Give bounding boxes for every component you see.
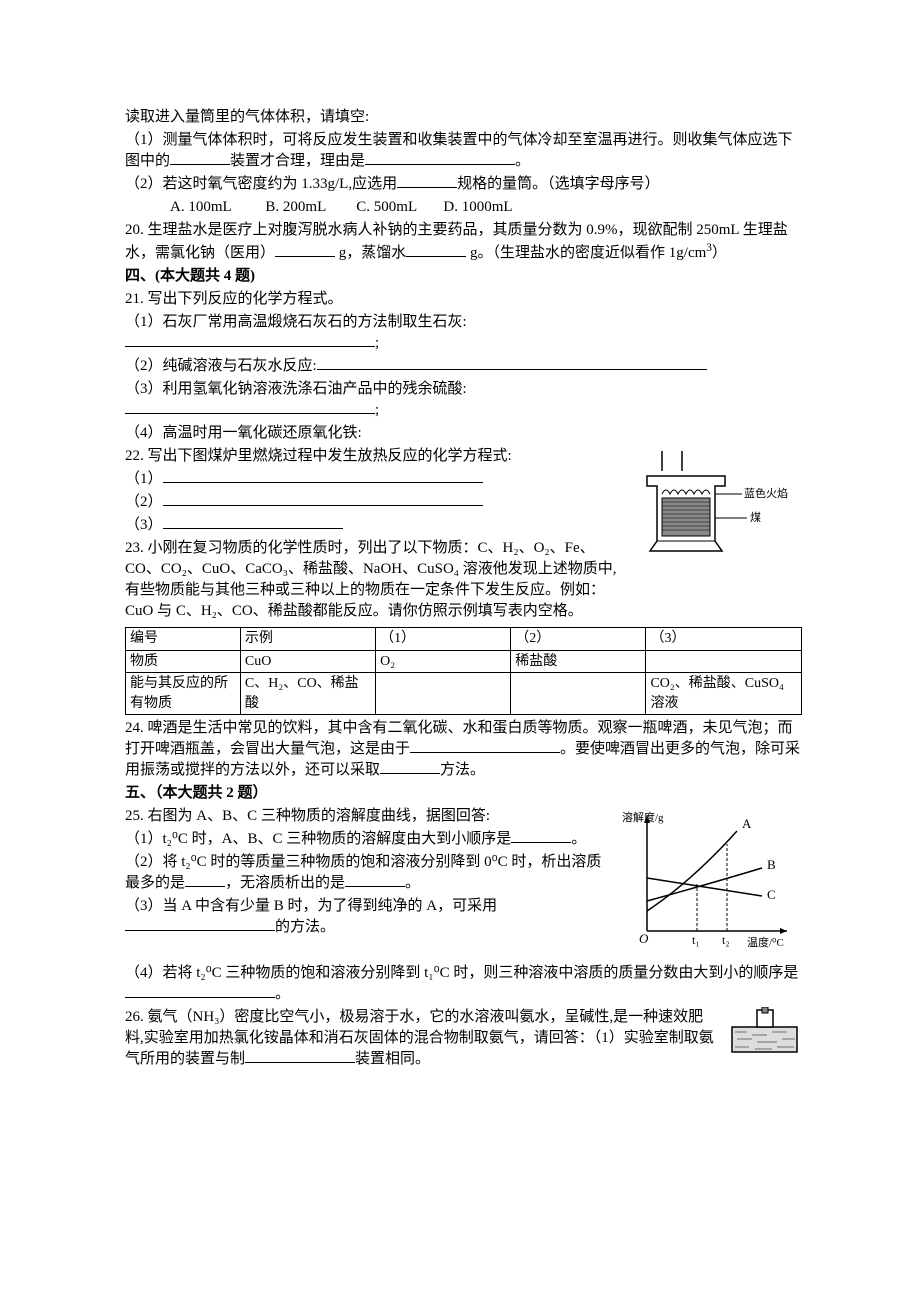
- cell: （3）: [646, 628, 802, 651]
- blank[interactable]: [345, 886, 405, 887]
- opt-d: D. 1000mL: [443, 199, 512, 215]
- blank[interactable]: [163, 505, 483, 506]
- ylabel: 溶解度/g: [622, 810, 664, 824]
- q21-sub3: （3）利用氢氧化钠溶液洗涤石油产品中的残余硫酸: ;: [125, 379, 802, 421]
- opt-b: B. 200mL: [265, 199, 326, 215]
- cell: 物质: [126, 650, 241, 673]
- text: （1）石灰厂常用高温煅烧石灰石的方法制取生石灰:: [125, 314, 467, 330]
- blank[interactable]: [125, 930, 275, 931]
- cell: CuO: [240, 650, 375, 673]
- q21-sub1: （1）石灰厂常用高温煅烧石灰石的方法制取生石灰: ;: [125, 312, 802, 354]
- text: ，无溶质析出的是: [225, 875, 345, 891]
- cell: CO₂、稀盐酸、CuSO₄ 溶液: [646, 673, 802, 715]
- text: 。: [515, 153, 530, 169]
- q20: 20. 生理盐水是医疗上对腹泻脱水病人补钠的主要药品，其质量分数为 0.9%，现…: [125, 220, 802, 264]
- stove-label2: 煤: [750, 511, 761, 524]
- origin: O: [639, 931, 649, 946]
- options: A. 100mL B. 200mL C. 500mL D. 1000mL: [125, 197, 802, 218]
- q21-sub2: （2）纯碱溶液与石灰水反应:: [125, 356, 802, 377]
- blank[interactable]: [380, 773, 440, 774]
- q21-intro: 21. 写出下列反应的化学方程式。: [125, 289, 802, 310]
- cell: 示例: [240, 628, 375, 651]
- text: （2）若这时氧气密度约为 1.33g/L,应选用: [125, 176, 397, 192]
- blank[interactable]: [125, 346, 375, 347]
- q21-sub4: （4）高温时用一氧化碳还原氧化铁:: [125, 423, 802, 444]
- cell: （2）: [511, 628, 646, 651]
- blank[interactable]: [397, 187, 457, 188]
- blank[interactable]: [125, 413, 375, 414]
- text: 。: [275, 986, 290, 1002]
- blank[interactable]: [365, 164, 515, 165]
- blank[interactable]: [511, 842, 571, 843]
- text: g，蒸馏水: [339, 245, 407, 261]
- xlabel: 温度/⁰C: [747, 935, 784, 949]
- cell: C、H₂、CO、稀盐酸: [240, 673, 375, 715]
- text: 规格的量筒。（选填字母序号）: [457, 176, 660, 192]
- q26: 26. 氨气（NH₃）密度比空气小，极易溶于水，它的水溶液叫氨水，呈碱性,是一种…: [125, 1007, 802, 1070]
- cell: O₂: [376, 650, 511, 673]
- q-sub2: （2）若这时氧气密度约为 1.33g/L,应选用 规格的量筒。（选填字母序号）: [125, 174, 802, 195]
- stove-figure: 蓝色火焰 煤: [632, 446, 802, 583]
- cell: 稀盐酸: [511, 650, 646, 673]
- q25-sub4: （4）若将 t₂⁰C 三种物质的饱和溶液分别降到 t₁⁰C 时，则三种溶液中溶质…: [125, 963, 802, 1005]
- section4-title: 四、(本大题共 4 题): [125, 266, 802, 287]
- text: 方法。: [440, 762, 485, 778]
- blank[interactable]: [406, 256, 466, 257]
- text: 。: [405, 875, 420, 891]
- text: 的方法。: [275, 919, 335, 935]
- text: 装置相同。: [355, 1051, 430, 1067]
- label-c: C: [767, 887, 776, 902]
- text: ）: [712, 245, 727, 261]
- q23-table: 编号 示例 （1） （2） （3） 物质 CuO O₂ 稀盐酸 能与其反应的所有…: [125, 627, 802, 715]
- label-a: A: [742, 816, 752, 831]
- text: （2）纯碱溶液与石灰水反应:: [125, 358, 317, 374]
- blank[interactable]: [185, 886, 225, 887]
- q24: 24. 啤酒是生活中常见的饮料，其中含有二氧化碳、水和蛋白质等物质。观察一瓶啤酒…: [125, 718, 802, 781]
- blank[interactable]: [275, 256, 335, 257]
- table-row: 编号 示例 （1） （2） （3）: [126, 628, 802, 651]
- cell: 编号: [126, 628, 241, 651]
- text: 。: [571, 831, 586, 847]
- t1: t₁: [692, 933, 700, 947]
- table-row: 物质 CuO O₂ 稀盐酸: [126, 650, 802, 673]
- text: ;: [375, 335, 379, 351]
- text: （1）t₂⁰C 时，A、B、C 三种物质的溶解度由大到小顺序是: [125, 831, 511, 847]
- opt-a: A. 100mL: [170, 199, 232, 215]
- cell[interactable]: [511, 673, 646, 715]
- text: （4）高温时用一氧化碳还原氧化铁:: [125, 425, 362, 441]
- blank[interactable]: [163, 482, 483, 483]
- cell[interactable]: [376, 673, 511, 715]
- intro-line: 读取进入量筒里的气体体积，请填空:: [125, 107, 802, 128]
- section5-title: 五、（本大题共 2 题）: [125, 783, 802, 804]
- t2: t₂: [722, 933, 730, 947]
- blank[interactable]: [163, 528, 343, 529]
- q-sub1: （1）测量气体体积时，可将反应发生装置和收集装置中的气体冷却至室温再进行。则收集…: [125, 130, 802, 172]
- text: ;: [375, 402, 379, 418]
- blank[interactable]: [125, 997, 275, 998]
- stove-label1: 蓝色火焰: [744, 486, 788, 500]
- blank[interactable]: [170, 164, 230, 165]
- blank[interactable]: [410, 752, 560, 753]
- label-b: B: [767, 857, 776, 872]
- cell: 能与其反应的所有物质: [126, 673, 241, 715]
- solubility-chart: A B C O t₁ t₂ 溶解度/g 温度/⁰C: [622, 806, 802, 963]
- cell[interactable]: [646, 650, 802, 673]
- text: （2）: [125, 494, 163, 510]
- opt-c: C. 500mL: [356, 199, 417, 215]
- table-row: 能与其反应的所有物质 C、H₂、CO、稀盐酸 CO₂、稀盐酸、CuSO₄ 溶液: [126, 673, 802, 715]
- text: （3）利用氢氧化钠溶液洗涤石油产品中的残余硫酸:: [125, 381, 467, 397]
- text: （3）当 A 中含有少量 B 时，为了得到纯净的 A，可采用: [125, 898, 497, 914]
- text: g。（生理盐水的密度近似看作 1g/cm: [470, 245, 706, 261]
- blank[interactable]: [245, 1062, 355, 1063]
- apparatus-figure: [727, 1007, 802, 1064]
- blank[interactable]: [317, 369, 707, 370]
- cell: （1）: [376, 628, 511, 651]
- text: （3）: [125, 517, 163, 533]
- text: （1）: [125, 471, 163, 487]
- text: （4）若将 t₂⁰C 三种物质的饱和溶液分别降到 t₁⁰C 时，则三种溶液中溶质…: [125, 965, 798, 981]
- text: 装置才合理，理由是: [230, 153, 365, 169]
